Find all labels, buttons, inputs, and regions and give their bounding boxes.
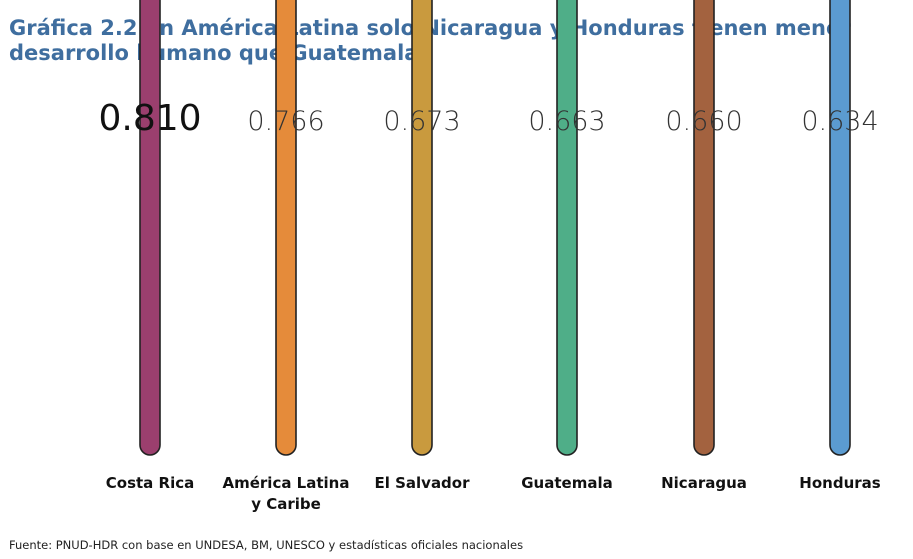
category-label-guatemala: Guatemala (521, 474, 612, 492)
category-label-nicaragua: Nicaragua (661, 474, 747, 492)
bar-am-rica-latina-y-caribe (275, 0, 297, 456)
category-label-am-rica-latina-y-caribe-line-1: América Latina (223, 474, 350, 492)
value-label-nicaragua: 0.660 (665, 106, 742, 137)
category-label-honduras: Honduras (799, 474, 880, 492)
value-label-honduras: 0.634 (801, 106, 878, 137)
bar-nicaragua (693, 0, 715, 456)
value-label-guatemala: 0.663 (528, 106, 605, 137)
bar-costa-rica (139, 0, 161, 456)
lollipop-bar-chart: 0.810 Costa Rica 0.766 América Latina y Cari… (98, 0, 881, 513)
bar-el-salvador (411, 0, 433, 456)
source-note: Fuente: PNUD-HDR con base en UNDESA, BM,… (9, 538, 524, 552)
bar-guatemala (556, 0, 578, 456)
category-label-costa-rica: Costa Rica (106, 474, 194, 492)
category-label-el-salvador: El Salvador (374, 474, 470, 492)
value-label-am-rica-latina-y-caribe: 0.766 (247, 106, 324, 137)
category-label-am-rica-latina-y-caribe-line-2: y Caribe (251, 495, 321, 513)
value-label-costa-rica: 0.810 (98, 98, 201, 139)
value-label-el-salvador: 0.673 (383, 106, 460, 137)
bar-honduras (829, 0, 851, 456)
